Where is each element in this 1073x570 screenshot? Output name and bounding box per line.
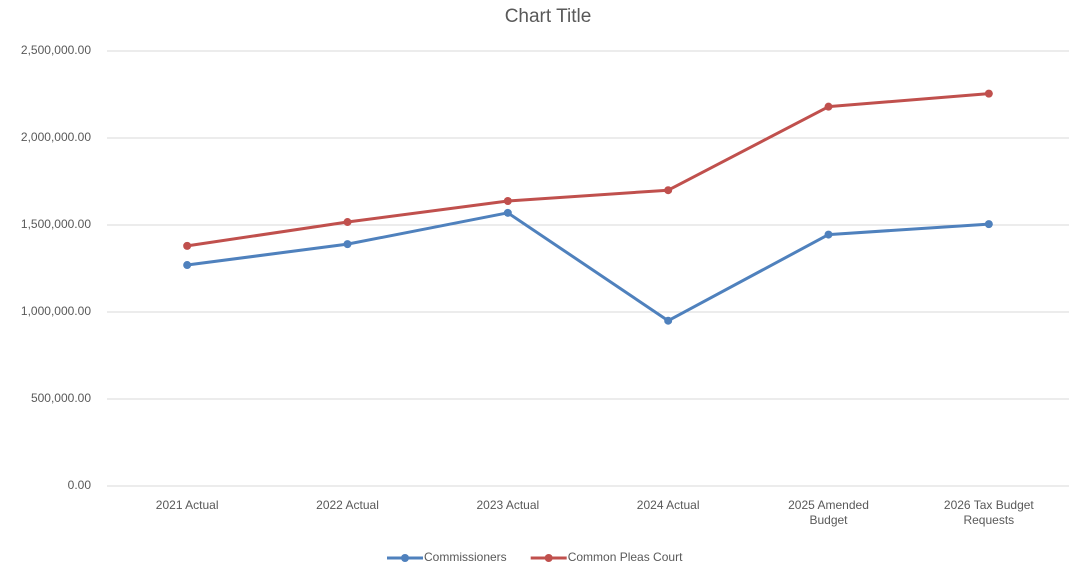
y-tick-label: 2,000,000.00: [21, 130, 91, 144]
data-point: [664, 186, 673, 195]
legend-marker: [401, 554, 409, 562]
x-tick-label-box: 2022 Actual: [316, 498, 379, 512]
y-tick-label: 1,000,000.00: [21, 304, 91, 318]
data-point: [824, 230, 833, 239]
data-point: [503, 208, 512, 217]
data-point: [984, 220, 993, 229]
x-tick-label: 2026 Tax Budget Requests: [943, 498, 1034, 527]
x-tick-label: 2023 Actual: [476, 498, 540, 512]
series-line: [186, 211, 989, 323]
x-tick-label-box: 2025 Amended Budget: [788, 498, 869, 527]
y-tick-label: 1,500,000.00: [21, 217, 91, 231]
series-line: [186, 92, 989, 248]
x-tick-label: 2022 Actual: [316, 498, 379, 512]
x-tick-label-box: 2023 Actual: [476, 498, 540, 512]
data-point: [183, 261, 192, 270]
y-tick-label: 2,500,000.00: [21, 43, 91, 57]
x-tick-label-box: 2021 Actual: [155, 498, 219, 512]
data-point: [503, 196, 512, 205]
legend-label: Common Pleas Court: [568, 550, 683, 564]
data-point: [183, 241, 192, 250]
data-point: [664, 316, 673, 325]
data-point: [984, 89, 993, 98]
y-tick-label: 500,000.00: [31, 391, 91, 405]
x-tick-label: 2025 Amended Budget: [788, 498, 869, 527]
chart-title: Chart Title: [505, 6, 592, 27]
data-point: [343, 218, 352, 227]
x-tick-label: 2021 Actual: [155, 498, 219, 512]
x-tick-label-box: 2026 Tax Budget Requests: [943, 498, 1034, 527]
x-tick-label: 2024 Actual: [636, 498, 700, 512]
data-point: [343, 240, 352, 249]
legend-label: Commissioners: [424, 550, 507, 564]
legend-marker: [544, 554, 553, 562]
x-tick-label-box: 2024 Actual: [636, 498, 700, 512]
y-tick-label: 0.00: [68, 478, 92, 492]
data-point: [824, 102, 833, 111]
